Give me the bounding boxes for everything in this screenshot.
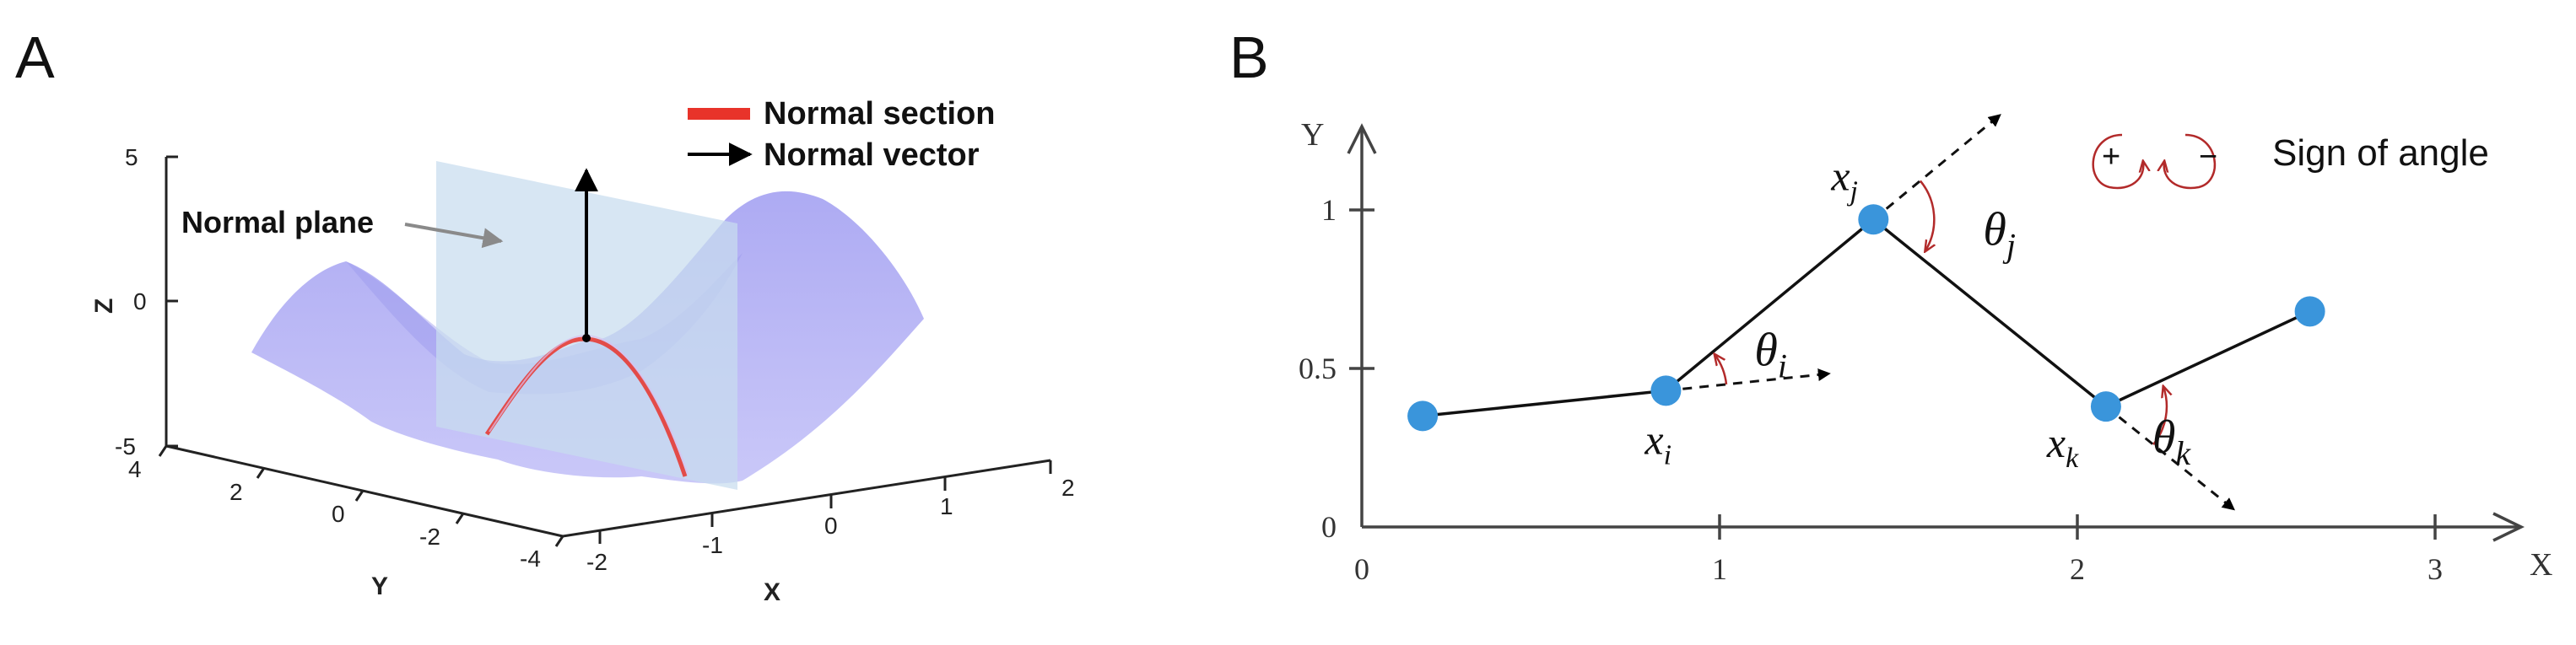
angle-arc: [1715, 355, 1728, 384]
z-tick-label: -5: [115, 433, 136, 460]
x-tick-label: 0: [824, 513, 838, 539]
saddle-surface: [251, 191, 924, 484]
panel-b-ticks: 0 1 2 3 0 0.5 1: [1299, 193, 2443, 586]
sign-minus: −: [2199, 139, 2217, 175]
panel-b-axes: [1347, 123, 2525, 542]
trajectory-segment: [1872, 218, 2108, 408]
z-tick-label: 0: [133, 288, 147, 314]
normal-plane-label: Normal plane: [181, 205, 374, 239]
b-y-tick-label: 0: [1321, 510, 1337, 544]
point-label: xk: [2046, 419, 2079, 474]
sign-plus: +: [2102, 139, 2120, 175]
trajectory-segment: [2105, 309, 2311, 408]
panel-a-label: A: [15, 24, 55, 90]
x-tick-label: -2: [586, 549, 608, 575]
angle-label: θj: [1983, 203, 2016, 264]
point-label: xj: [1830, 152, 1858, 207]
panel-a-legend: Normal section Normal vector: [688, 96, 996, 173]
y-tick-label: 0: [332, 501, 345, 527]
b-x-tick-label: 2: [2070, 552, 2085, 586]
extension-arrow: [1872, 113, 2001, 221]
panel-b-label: B: [1229, 24, 1269, 90]
panel-b-plot: xi θi xj θj xk θk: [1407, 113, 2325, 511]
b-x-axis-label: X: [2530, 547, 2552, 583]
panel-a: A 5 0 -5 4: [15, 24, 1075, 606]
angle-label: θk: [2152, 411, 2192, 472]
normal-plane-pointer: [404, 223, 504, 249]
normal-section-swatch: [688, 108, 750, 120]
negative-rotation-icon: [2164, 133, 2217, 190]
angle-arc: [1919, 180, 1934, 250]
trajectory-point: [2090, 391, 2121, 422]
z-tick-label: 5: [125, 144, 138, 170]
b-y-tick-label: 0.5: [1299, 352, 1337, 385]
panel-a-tick-labels: 5 0 -5 4 2 0 -2 -4 -2 -1 0 1 2: [115, 144, 1075, 575]
x-axis-label: X: [764, 578, 780, 606]
positive-rotation-icon: [2092, 133, 2144, 190]
trajectory-point: [1650, 375, 1682, 406]
b-y-axis-label: Y: [1301, 117, 1324, 153]
b-x-tick-label: 3: [2427, 552, 2443, 586]
y-tick-label: -4: [520, 546, 541, 572]
trajectory-segment: [1665, 218, 1875, 392]
extension-arrow: [2104, 405, 2235, 511]
normal-vector-origin: [582, 334, 591, 342]
z-axis-label: Z: [90, 298, 118, 314]
point-label: xi: [1644, 416, 1671, 470]
x-tick-label: 2: [1061, 475, 1075, 501]
trajectory-segment: [1422, 389, 1666, 418]
angle-label: θi: [1754, 324, 1787, 384]
trajectory-point: [2294, 296, 2325, 327]
x-axis-line: [562, 459, 1051, 538]
sign-of-angle-legend: + − Sign of angle: [2092, 132, 2489, 190]
extension-arrow: [1666, 368, 1831, 392]
x-tick-label: 1: [940, 493, 953, 519]
angle-arc: [2152, 387, 2167, 446]
sign-of-angle-label: Sign of angle: [2272, 132, 2489, 174]
b-y-tick-label: 1: [1321, 193, 1337, 227]
panel-b: B 0 1 2 3 0 0.5 1 Y X xi θi xj θj xk θk + − Sign of…: [1229, 24, 2552, 586]
y-axis-line: [165, 444, 564, 538]
normal-vector-legend-label: Normal vector: [764, 137, 980, 173]
y-tick-label: 4: [128, 456, 142, 482]
trajectory-point: [1407, 400, 1439, 432]
x-tick-label: -1: [702, 532, 723, 558]
b-x-tick-label: 0: [1354, 552, 1369, 586]
y-tick-label: -2: [419, 524, 440, 550]
y-axis-label: Y: [371, 572, 388, 600]
y-tick-label: 2: [230, 479, 243, 505]
normal-section-legend-label: Normal section: [764, 96, 996, 132]
b-x-tick-label: 1: [1712, 552, 1727, 586]
trajectory-point: [1858, 204, 1889, 235]
panel-a-axes: [158, 155, 1052, 547]
